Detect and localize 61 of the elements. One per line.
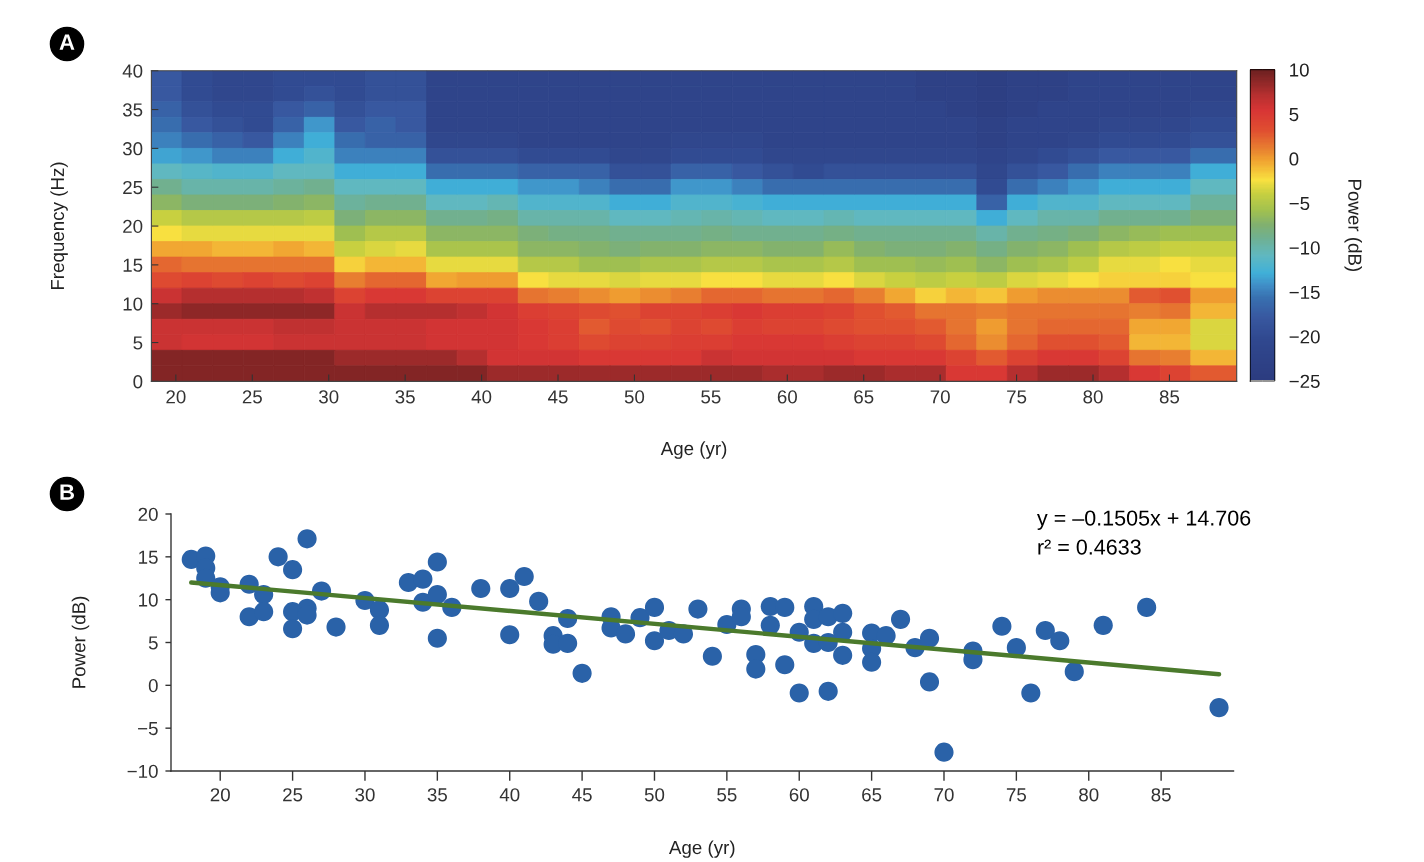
x-tick-label: 20 (210, 788, 230, 802)
color-bar-label: −25 (1289, 374, 1320, 388)
y-axis-title: Power (dB) (71, 596, 90, 688)
x-tick-label: 60 (777, 390, 797, 404)
x-tick-label: 80 (1079, 788, 1099, 802)
color-bar-label: −5 (1289, 197, 1310, 211)
x-tick-label: 20 (166, 390, 186, 404)
x-tick-label: 40 (499, 788, 520, 802)
y-tick-label: 10 (123, 297, 143, 311)
x-tick-label: 65 (862, 788, 882, 802)
color-bar-label: −15 (1289, 285, 1320, 300)
x-tick-label: 25 (242, 390, 262, 404)
color-bar-label: −20 (1289, 330, 1320, 344)
y-tick-label: 15 (139, 550, 158, 564)
x-tick-label: 75 (1006, 788, 1027, 802)
y-tick-label: 25 (123, 180, 143, 195)
x-tick-label: 30 (319, 390, 339, 404)
color-bar-title: Power (dB) (1344, 180, 1362, 272)
y-tick-label: 0 (148, 679, 158, 693)
x-tick-label: 65 (854, 390, 874, 404)
x-tick-label: 70 (930, 390, 950, 404)
x-tick-label: 60 (789, 788, 809, 802)
x-tick-label: 40 (471, 390, 492, 404)
y-tick-label: −5 (138, 722, 158, 736)
y-tick-label: 30 (122, 142, 143, 156)
x-tick-label: 80 (1083, 390, 1103, 404)
annotation: r² = 0.4633 (1038, 539, 1141, 555)
x-tick-label: 45 (572, 788, 592, 802)
x-tick-label: 45 (548, 390, 568, 404)
x-axis-title: Age (yr) (668, 840, 735, 858)
chart-title: A (59, 34, 75, 50)
x-tick-label: 70 (934, 788, 954, 802)
y-tick-label: 0 (133, 375, 143, 389)
color-bar-label: 10 (1290, 63, 1309, 77)
x-tick-label: 85 (1159, 390, 1180, 404)
x-axis-title: Age (yr) (660, 441, 727, 459)
x-tick-label: 50 (644, 788, 665, 802)
x-tick-label: 55 (701, 390, 721, 404)
y-tick-label: 5 (133, 336, 143, 350)
x-tick-label: 35 (395, 390, 415, 404)
x-tick-label: 50 (624, 390, 645, 404)
y-tick-label: −10 (127, 764, 158, 778)
y-tick-label: 35 (122, 103, 143, 117)
y-tick-label: 15 (123, 258, 143, 272)
annotation: y = –0.1505x + 14.706 (1036, 510, 1251, 530)
color-bar-label: 0 (1289, 152, 1299, 166)
color-bar-label: 5 (1289, 108, 1299, 122)
x-tick-label: 25 (283, 788, 303, 802)
y-tick-label: 10 (139, 593, 158, 607)
y-axis-title: Frequency (Hz) (50, 162, 68, 290)
x-tick-label: 75 (1007, 390, 1027, 404)
y-tick-label: 40 (122, 64, 143, 78)
y-tick-label: 20 (123, 219, 143, 234)
x-tick-label: 30 (355, 788, 375, 802)
y-tick-label: 5 (148, 636, 158, 650)
y-tick-label: 20 (138, 507, 158, 521)
chart-title: B (60, 484, 75, 500)
x-tick-label: 35 (427, 788, 447, 802)
x-tick-label: 85 (1151, 788, 1171, 802)
color-bar-label: −10 (1289, 241, 1320, 255)
x-tick-label: 55 (717, 788, 737, 802)
